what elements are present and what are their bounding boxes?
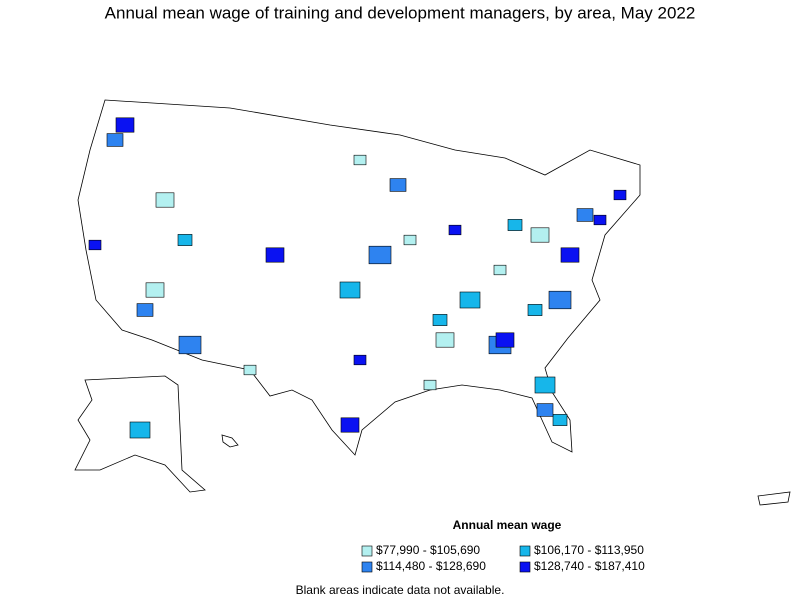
- area: [448, 224, 462, 236]
- area: [88, 239, 102, 251]
- note: Blank areas indicate data not available.: [296, 583, 505, 597]
- area: [534, 376, 556, 394]
- area: [613, 189, 627, 201]
- area: [106, 133, 124, 147]
- area: [136, 303, 154, 317]
- contiguous-us: [77, 99, 641, 456]
- area: [368, 245, 392, 265]
- area: [530, 227, 550, 243]
- area: [265, 247, 285, 263]
- area: [432, 314, 448, 326]
- legend-label: $128,740 - $187,410: [534, 559, 645, 573]
- area: [527, 304, 543, 316]
- puerto-rico: [757, 491, 791, 506]
- legend-swatch: [361, 561, 373, 573]
- area: [155, 192, 175, 208]
- area: [493, 264, 507, 276]
- area: [353, 354, 367, 366]
- map-outline: [74, 99, 791, 506]
- area: [507, 219, 523, 231]
- area: [178, 335, 202, 355]
- area: [536, 403, 554, 417]
- area: [243, 364, 257, 376]
- legend-swatch: [519, 545, 531, 557]
- area: [593, 214, 607, 226]
- area: [115, 117, 135, 133]
- map-title: Annual mean wage of training and develop…: [105, 3, 696, 22]
- legend-label: $114,480 - $128,690: [376, 559, 486, 573]
- area: [423, 379, 437, 391]
- area: [129, 421, 151, 439]
- area: [552, 414, 568, 426]
- area: [145, 282, 165, 298]
- area: [548, 290, 572, 310]
- area: [435, 332, 455, 348]
- area: [495, 332, 515, 348]
- legend: $77,990 - $105,690 $106,170 - $113,950 $11…: [361, 543, 645, 573]
- legend-swatch: [361, 545, 373, 557]
- colored-areas: [88, 117, 627, 439]
- area: [459, 291, 481, 309]
- legend-label: $106,170 - $113,950: [534, 543, 644, 557]
- area: [576, 208, 594, 222]
- legend-swatch: [519, 561, 531, 573]
- hawaii: [221, 434, 239, 448]
- area: [389, 178, 407, 192]
- legend-title: Annual mean wage: [453, 518, 562, 532]
- area: [339, 281, 361, 299]
- area: [353, 154, 367, 166]
- area: [403, 234, 417, 246]
- legend-label: $77,990 - $105,690: [376, 543, 480, 557]
- area: [177, 234, 193, 246]
- area: [340, 417, 360, 433]
- area: [560, 247, 580, 263]
